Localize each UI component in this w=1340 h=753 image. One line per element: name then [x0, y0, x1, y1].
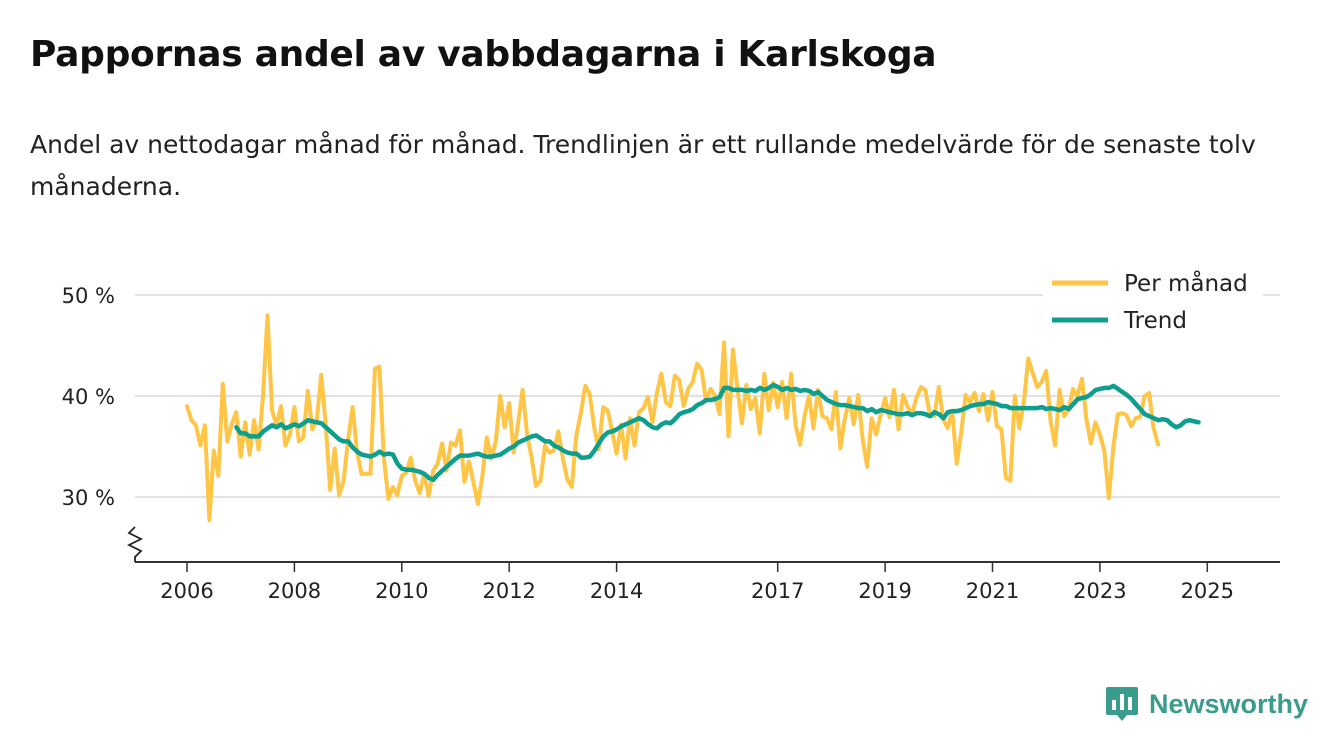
series-per-manad-line [185, 313, 1160, 523]
x-tick-label: 2019 [858, 579, 911, 603]
chart-title: Pappornas andel av vabbdagarna i Karlsko… [30, 34, 937, 75]
x-tick-label: 2017 [751, 579, 804, 603]
legend: Per månad Trend [1043, 268, 1263, 348]
x-axis-ticks: 2006 2008 2010 2012 2014 2017 2019 2021 2023 2025 [160, 562, 1234, 603]
legend-label-trend: Trend [1123, 308, 1187, 334]
x-tick-label: 2014 [590, 579, 643, 603]
x-tick-label: 2012 [482, 579, 535, 603]
brand-name: Newsworthy [1148, 688, 1308, 719]
y-tick-label: 50 % [62, 284, 115, 308]
legend-label-monthly: Per månad [1124, 269, 1248, 297]
series-layer [185, 313, 1201, 523]
x-tick-label: 2010 [375, 579, 428, 603]
y-tick-label: 30 % [62, 486, 115, 510]
x-tick-label: 2021 [966, 579, 1019, 603]
x-tick-label: 2006 [160, 579, 213, 603]
newsworthy-logo-icon [1105, 687, 1138, 721]
series-trend-line [234, 382, 1201, 483]
y-tick-label: 40 % [62, 385, 115, 409]
x-tick-label: 2023 [1073, 579, 1126, 603]
x-tick-label: 2008 [268, 579, 321, 603]
axis-layer [126, 526, 1280, 563]
x-tick-label: 2025 [1181, 579, 1234, 603]
y-axis-ticks: 30 % 40 % 50 % [62, 284, 115, 510]
axis-break-icon [126, 526, 144, 562]
chart-subtitle: Andel av nettodagar månad för månad. Tre… [30, 130, 1256, 201]
newsworthy-logo: Newsworthy [1105, 685, 1308, 723]
